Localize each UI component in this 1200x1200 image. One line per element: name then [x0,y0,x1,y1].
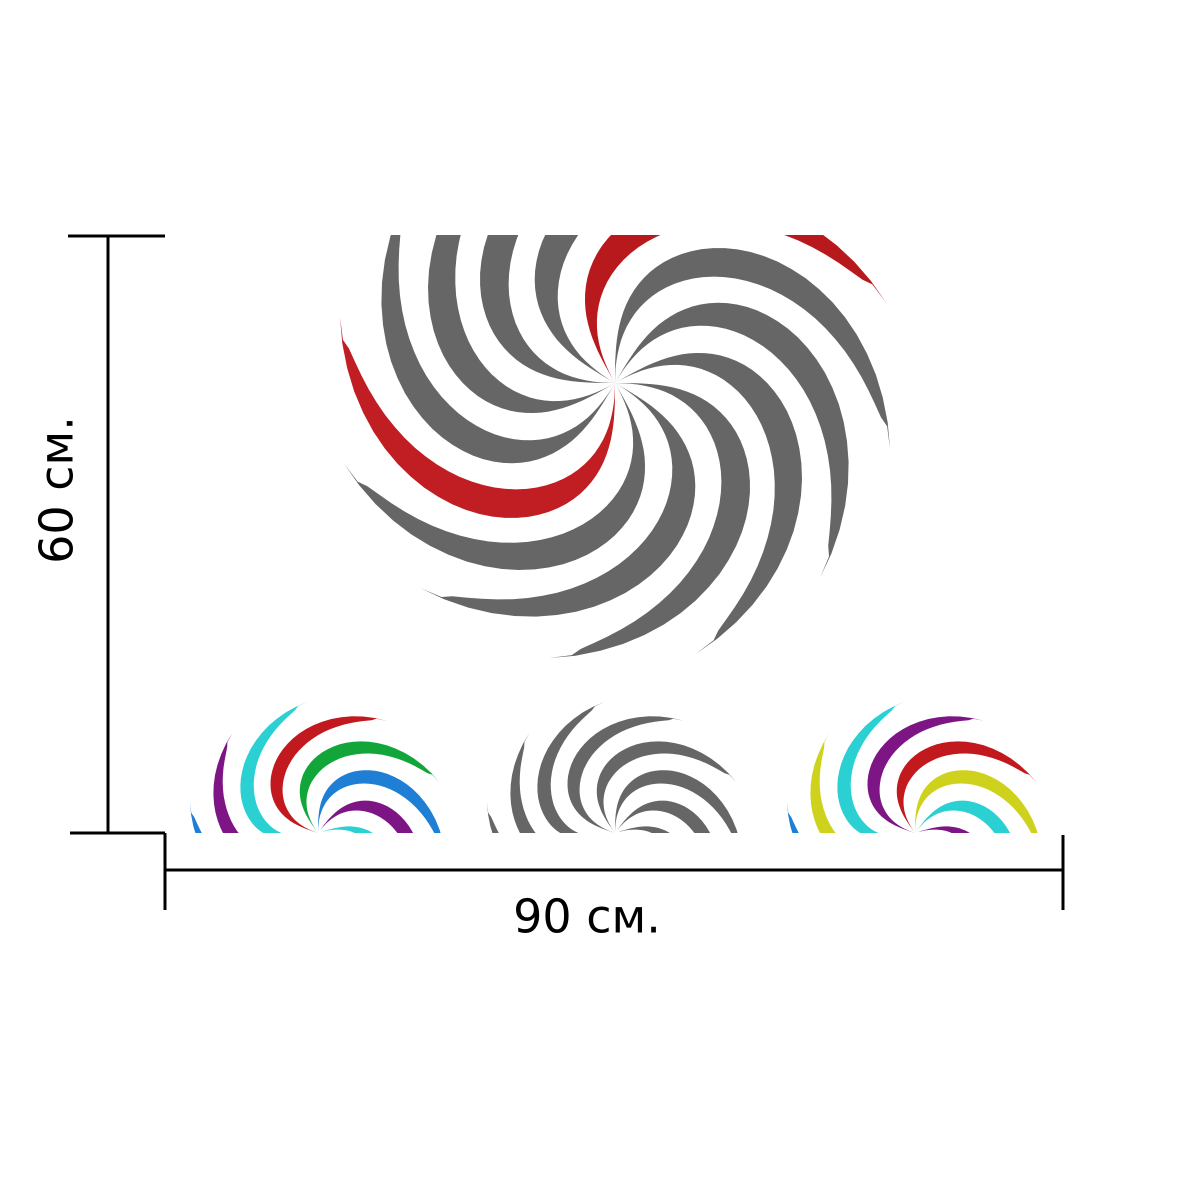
swirl-blade [237,833,366,950]
swirl-blade [915,800,1011,833]
swirl-blade [299,741,447,833]
swirl-blade [480,235,615,383]
swirl-blade [381,235,615,464]
swirl-blade [330,383,645,570]
swirl [189,698,447,950]
swirl-blade [240,698,320,833]
swirl-blade [786,833,933,925]
swirl-blade [318,800,414,833]
swirl-blade [596,741,744,833]
swirl-blade [915,770,1038,833]
swirl-blade [834,833,963,950]
swirl [330,235,900,668]
swirl [786,698,1044,950]
swirl-blade [615,248,890,477]
swirl-blade [615,800,711,833]
width-dimension: 90 см. [163,833,1065,944]
swirl-blade [270,716,399,833]
swirl-blade [867,716,996,833]
swirl-blade [534,235,615,383]
swirl-blade [537,698,617,833]
swirl-blade [340,289,615,518]
swirl-blade [318,826,373,833]
swirl-blade [837,698,917,833]
swirl-blade [428,235,615,413]
swirl-blade [615,353,802,668]
swirl-blade [915,826,970,833]
height-label: 60 см. [30,416,84,564]
swirl-blade [567,716,696,833]
swirl-blade [615,826,670,833]
swirl-blade [521,383,750,658]
swirl-blade [615,770,738,833]
swirl-blade [318,770,441,833]
swirl-blade [189,833,336,925]
height-dimension: 60 см. [30,234,165,835]
sticker-artwork [189,235,1044,950]
swirl [487,698,744,833]
swirl-blade [213,722,318,833]
swirl-blade [896,741,1044,833]
swirl-blade [585,235,900,383]
swirl-blade [510,722,615,833]
width-label: 90 см. [513,890,661,944]
swirl-blade [810,722,915,833]
